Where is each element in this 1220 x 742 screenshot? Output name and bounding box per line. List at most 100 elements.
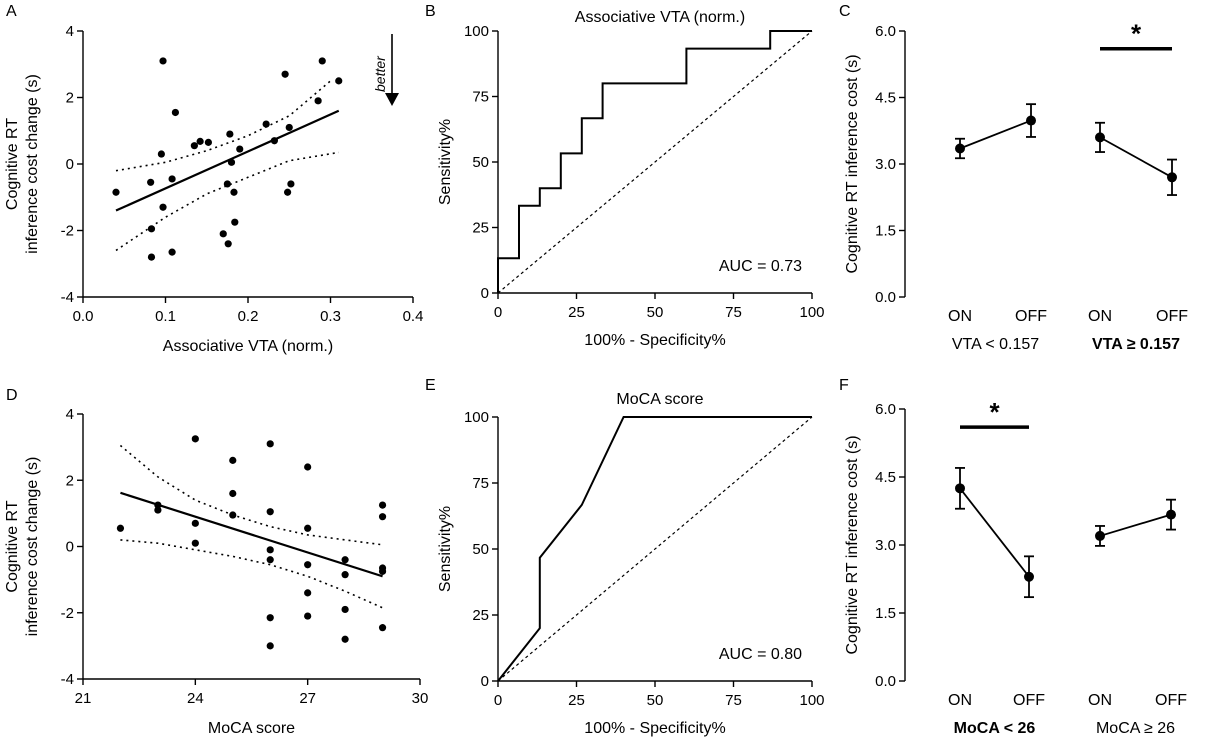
mean-point — [955, 143, 965, 154]
category-label: OFF — [1015, 308, 1047, 325]
data-point — [318, 57, 326, 65]
data-point — [116, 524, 125, 532]
y-axis-label-line: Cognitive RT — [4, 118, 21, 210]
category-label: ON — [1088, 308, 1112, 325]
y-tick-label: 4.5 — [875, 90, 896, 107]
data-point — [266, 546, 274, 554]
ci-upper-line — [119, 444, 383, 546]
auc-annotation: AUC = 0.73 — [719, 258, 802, 275]
y-axis-label-line: inference cost change (s) — [24, 457, 41, 637]
y-tick-label: 0 — [66, 156, 74, 173]
y-tick-label: 2 — [66, 90, 74, 107]
y-tick-label: 2 — [66, 472, 74, 489]
data-point — [171, 108, 179, 117]
data-point — [154, 501, 162, 509]
data-point — [284, 188, 292, 196]
y-tick-label: -4 — [61, 671, 74, 688]
x-tick-label: 25 — [568, 692, 585, 709]
data-point — [112, 188, 120, 196]
panel-c: 0.0 1.5 3.0 4.5 6.0 VTA < 0.157 VTA ≥ 0.157 ON O… — [844, 19, 1188, 353]
data-point — [147, 178, 155, 186]
panel-label-c: C — [839, 3, 851, 20]
y-tick-label: 1.5 — [875, 223, 896, 240]
data-point — [191, 519, 199, 527]
y-axis-label-line: Cognitive RT — [4, 500, 21, 592]
y-tick-label: 25 — [472, 220, 489, 237]
y-axis-label-line: inference cost change (s) — [24, 74, 41, 254]
x-tick-label: 50 — [647, 304, 664, 321]
significance-star: * — [989, 397, 1000, 427]
x-tick-label: 24 — [187, 690, 204, 707]
mean-point — [1024, 571, 1034, 582]
reference-diagonal — [497, 30, 813, 294]
data-point — [335, 77, 343, 85]
data-point — [231, 218, 239, 226]
data-point — [341, 556, 349, 564]
panel-e: 0 25 50 75 100 0 25 50 75 100 MoCA score AUC = 0.80… — [437, 391, 825, 737]
y-tick-label: 4 — [66, 406, 74, 423]
y-tick-label: -2 — [61, 605, 74, 622]
data-point — [378, 624, 387, 632]
mean-point — [1166, 509, 1176, 520]
data-point — [266, 614, 274, 622]
y-tick-label: 0 — [481, 285, 489, 302]
x-tick-label: 50 — [647, 692, 664, 709]
data-point — [341, 571, 349, 579]
y-tick-label: 100 — [464, 23, 489, 40]
category-label: ON — [1088, 692, 1112, 709]
group-label: MoCA ≥ 26 — [1096, 720, 1175, 737]
data-point — [226, 130, 234, 138]
data-point — [168, 248, 176, 256]
y-axis-label: Cognitive RT inference cost change (s) — [4, 457, 41, 637]
panel-a: -4 -2 0 2 4 0.0 0.1 0.2 0.3 0.4 Associative VTA (n… — [4, 23, 423, 355]
y-tick-label: 0 — [481, 673, 489, 690]
y-tick-label: 0.0 — [875, 289, 896, 306]
y-axis-label: Sensitivity% — [437, 506, 454, 592]
y-tick-label: 100 — [464, 409, 489, 426]
data-point — [204, 138, 212, 146]
x-tick-label: 75 — [725, 692, 742, 709]
category-label: OFF — [1155, 692, 1187, 709]
y-tick-label: 1.5 — [875, 605, 896, 622]
category-label: ON — [948, 308, 972, 325]
data-point — [229, 511, 237, 519]
ci-lower-line — [120, 539, 383, 609]
data-point — [229, 489, 237, 498]
mean-point — [1026, 115, 1036, 126]
ci-upper-line — [115, 80, 332, 172]
y-tick-label: 75 — [472, 475, 489, 492]
data-point — [262, 120, 270, 128]
y-tick-label: 50 — [472, 154, 489, 171]
y-axis-label: Cognitive RT inference cost (s) — [844, 435, 861, 654]
data-point — [168, 175, 176, 183]
y-tick-label: -2 — [61, 223, 74, 240]
mean-point — [1095, 530, 1105, 541]
x-tick-label: 0 — [494, 304, 502, 321]
data-point — [159, 203, 167, 211]
data-point — [341, 635, 349, 643]
y-tick-label: 4.5 — [875, 469, 896, 486]
x-tick-label: 100 — [799, 304, 824, 321]
x-tick-label: 0.4 — [403, 308, 424, 325]
panel-label-f: F — [839, 377, 849, 394]
panel-label-e: E — [425, 377, 436, 394]
y-tick-label: 50 — [472, 541, 489, 558]
y-axis-label: Sensitivity% — [437, 119, 454, 205]
panel-label-d: D — [6, 387, 18, 404]
x-tick-label: 0.1 — [155, 308, 176, 325]
data-point — [304, 561, 312, 569]
x-tick-label: 0.2 — [238, 308, 259, 325]
x-axis-label: Associative VTA (norm.) — [163, 338, 333, 355]
data-point — [378, 567, 387, 575]
x-tick-label: 100 — [799, 692, 824, 709]
data-point — [266, 556, 274, 564]
group-line — [959, 487, 1030, 578]
x-tick-label: 0.0 — [73, 308, 94, 325]
y-tick-label: 25 — [472, 607, 489, 624]
group-line — [1099, 513, 1172, 537]
category-label: ON — [948, 692, 972, 709]
data-point — [266, 508, 274, 516]
data-point — [147, 253, 156, 261]
